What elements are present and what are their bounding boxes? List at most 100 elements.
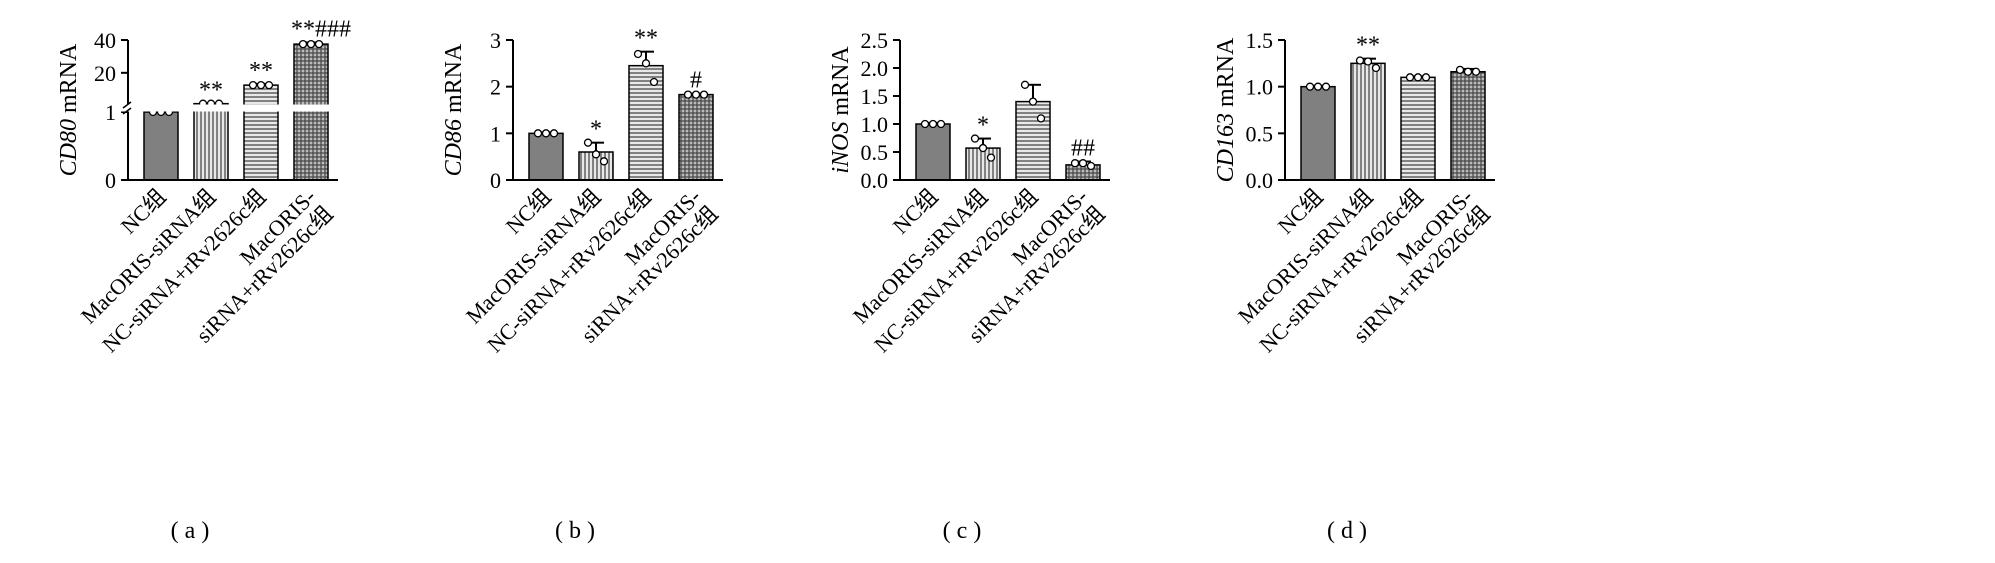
data-point bbox=[641, 59, 651, 68]
data-point bbox=[1421, 73, 1431, 82]
y-axis-label: CD80 mRNA bbox=[56, 43, 82, 176]
data-point bbox=[986, 153, 996, 162]
bar bbox=[965, 147, 1001, 181]
data-point bbox=[1463, 67, 1473, 76]
data-point bbox=[549, 129, 559, 138]
panel-label: (b) bbox=[555, 518, 601, 544]
data-point bbox=[591, 150, 601, 159]
bar bbox=[243, 84, 279, 181]
data-point bbox=[683, 90, 693, 99]
y-label-text: mRNA bbox=[56, 43, 82, 113]
data-point bbox=[1036, 114, 1046, 123]
y-tick-label: 0.5 bbox=[1246, 121, 1274, 146]
y-tick-label: 3 bbox=[490, 28, 501, 53]
panel-label: (a) bbox=[171, 518, 216, 544]
significance-label: ** bbox=[249, 58, 273, 84]
significance-label: ## bbox=[1071, 136, 1095, 162]
data-point bbox=[633, 49, 643, 59]
y-tick-label: 40 bbox=[94, 28, 116, 53]
data-point bbox=[1405, 73, 1415, 82]
data-point bbox=[928, 119, 938, 129]
y-tick-label: 1.0 bbox=[1246, 75, 1274, 100]
significance-label: ** bbox=[199, 78, 223, 104]
data-point bbox=[920, 119, 930, 129]
data-point bbox=[1413, 73, 1423, 82]
y-tick-label: 0 bbox=[490, 168, 501, 193]
y-label-italic: iNOS bbox=[828, 122, 854, 174]
y-tick-label: 20 bbox=[94, 61, 116, 86]
data-point bbox=[936, 119, 946, 129]
bar bbox=[1300, 85, 1336, 181]
y-tick-label: 0.0 bbox=[861, 168, 889, 193]
data-point bbox=[649, 77, 659, 87]
data-point bbox=[298, 39, 308, 49]
axis-break-mark bbox=[122, 107, 132, 115]
data-point bbox=[1371, 63, 1381, 73]
significance-label: * bbox=[590, 117, 602, 143]
data-point bbox=[1020, 80, 1030, 89]
y-label-text: mRNA bbox=[1213, 37, 1239, 107]
y-label-italic: CD163 bbox=[1213, 113, 1239, 182]
panel-label: (d) bbox=[1327, 518, 1373, 544]
data-point bbox=[1321, 82, 1331, 91]
significance-label: ** bbox=[1356, 33, 1380, 59]
significance-label: # bbox=[690, 68, 702, 94]
data-point bbox=[248, 80, 258, 90]
significance-label: **### bbox=[291, 16, 351, 42]
y-tick-label: 1 bbox=[105, 100, 116, 125]
bar bbox=[193, 102, 229, 181]
data-point bbox=[1086, 161, 1096, 171]
y-tick-label: 0.0 bbox=[1246, 168, 1274, 193]
bar bbox=[1400, 76, 1436, 181]
data-point bbox=[1363, 57, 1373, 66]
data-point bbox=[1070, 159, 1080, 168]
data-point bbox=[699, 90, 709, 99]
data-point bbox=[541, 129, 551, 138]
y-label-text: mRNA bbox=[828, 46, 854, 116]
y-tick-label: 1.5 bbox=[861, 84, 889, 109]
bar bbox=[678, 93, 714, 181]
y-tick-label: 2 bbox=[490, 75, 501, 100]
panel-label: (c) bbox=[943, 518, 988, 544]
y-tick-label: 1 bbox=[490, 121, 501, 146]
data-point bbox=[978, 143, 988, 153]
y-tick-label: 1.5 bbox=[1246, 28, 1274, 53]
data-point bbox=[1028, 97, 1038, 106]
y-tick-label: 0 bbox=[105, 168, 116, 193]
bar bbox=[143, 111, 179, 181]
y-axis-label: CD163 mRNA bbox=[1213, 37, 1239, 182]
data-point bbox=[306, 39, 316, 49]
bar bbox=[293, 43, 329, 181]
bar bbox=[628, 64, 664, 181]
bar bbox=[1450, 70, 1486, 181]
y-tick-label: 2.0 bbox=[861, 56, 889, 81]
bar bbox=[528, 132, 564, 181]
y-label-italic: CD80 bbox=[56, 119, 82, 176]
data-point bbox=[1471, 67, 1481, 76]
data-point bbox=[583, 138, 593, 147]
data-point bbox=[1455, 65, 1465, 75]
y-label-text: mRNA bbox=[441, 43, 467, 113]
axis-break-gap bbox=[118, 104, 340, 112]
y-axis-label: iNOS mRNA bbox=[828, 46, 854, 174]
data-point bbox=[970, 134, 980, 143]
bar bbox=[1015, 100, 1051, 181]
data-point bbox=[314, 39, 324, 49]
data-point bbox=[1313, 82, 1323, 91]
y-label-italic: CD86 bbox=[441, 119, 467, 176]
significance-label: ** bbox=[634, 26, 658, 52]
data-point bbox=[1355, 56, 1365, 65]
significance-label: * bbox=[977, 113, 989, 139]
bar bbox=[915, 123, 951, 181]
bar bbox=[1350, 62, 1386, 181]
data-point bbox=[691, 90, 701, 99]
data-point bbox=[264, 80, 274, 90]
data-point bbox=[256, 80, 266, 90]
data-point bbox=[1305, 82, 1315, 91]
data-point bbox=[599, 157, 609, 166]
